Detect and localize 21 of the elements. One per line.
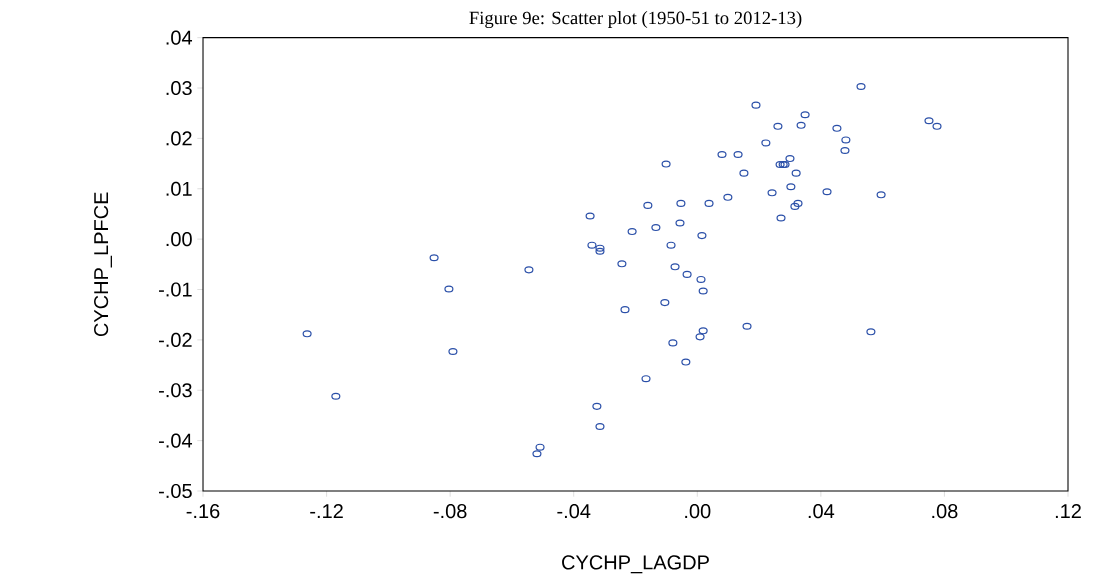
x-tick-label: .12: [1055, 504, 1081, 519]
x-tick-label: .08: [932, 504, 958, 519]
x-tick-label: .00: [685, 504, 711, 519]
y-axis-title: CYCHP_LPFCE: [94, 192, 112, 337]
x-axis-title: CYCHP_LAGDP: [562, 555, 709, 574]
y-tick-label: .00: [166, 232, 192, 247]
chart-title: Figure 9e: Scatter plot (1950-51 to 2012-13): [469, 11, 802, 29]
y-tick-label: -.03: [159, 383, 192, 398]
x-tick-label: -.08: [433, 504, 467, 519]
y-tick-label: -.04: [159, 433, 193, 448]
x-tick-label: -.12: [310, 504, 343, 519]
x-tick-label: -.04: [557, 504, 591, 519]
y-tick-label: .04: [166, 30, 193, 45]
y-tick-label: .01: [166, 181, 192, 196]
y-tick-label: -.05: [159, 483, 192, 499]
y-tick-label: -.02: [159, 332, 192, 347]
x-tick-label: .04: [808, 504, 835, 519]
y-tick-label: .02: [166, 131, 192, 146]
y-tick-label: -.01: [159, 282, 192, 297]
x-tick-label: -.16: [186, 504, 220, 519]
y-tick-label: .03: [166, 80, 192, 96]
